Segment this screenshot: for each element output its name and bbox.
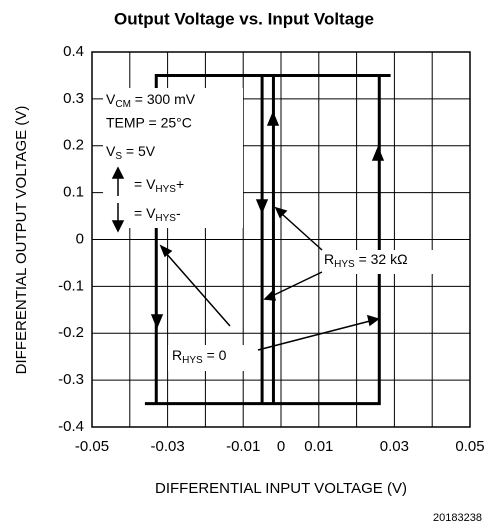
y-tick-label: 0.4 (63, 43, 84, 60)
y-tick-label: 0.2 (63, 137, 84, 154)
x-tick-label: -0.01 (226, 438, 260, 455)
x-tick-label: -0.03 (150, 438, 184, 455)
x-tick-label: 0.05 (455, 438, 484, 455)
y-axis-label: DIFFERENTIAL OUTPUT VOLTAGE (V) (13, 106, 30, 375)
y-tick-label: -0.4 (58, 418, 84, 435)
annotation: RHYS = 0 (172, 347, 227, 366)
x-axis-label: DIFFERENTIAL INPUT VOLTAGE (V) (155, 480, 407, 497)
x-tick-label: 0.01 (304, 438, 333, 455)
annotation: VS = 5V (106, 143, 156, 162)
x-tick-label: 0 (277, 438, 285, 455)
x-tick-label: 0.03 (380, 438, 409, 455)
plot-frame (91, 51, 471, 428)
annotation-bg (320, 250, 454, 274)
line-series (144, 73, 391, 406)
annotation: RHYS = 32 kΩ (324, 251, 408, 270)
annotation: = VHYS+ (134, 176, 184, 195)
y-tick-label: 0 (76, 230, 84, 247)
y-tick-label: -0.1 (58, 277, 84, 294)
y-tick-label: 0.1 (63, 184, 84, 201)
annotation: VCM = 300 mV (106, 91, 196, 110)
y-tick-label: -0.3 (58, 371, 84, 388)
chart-title: Output Voltage vs. Input Voltage (114, 9, 374, 28)
annotation: = VHYS- (134, 205, 181, 224)
annotation-bg (103, 88, 243, 228)
x-tick-label: -0.05 (75, 438, 109, 455)
annotation-bg (168, 345, 258, 371)
annotations: VCM = 300 mV TEMP = 25°C VS = 5V = VHYS+… (103, 88, 454, 371)
y-tick-label: 0.3 (63, 90, 84, 107)
pointers (111, 111, 385, 351)
footer: 20183238 (433, 512, 482, 524)
y-tick-label: -0.2 (58, 324, 84, 341)
annotation: TEMP = 25°C (106, 115, 192, 131)
